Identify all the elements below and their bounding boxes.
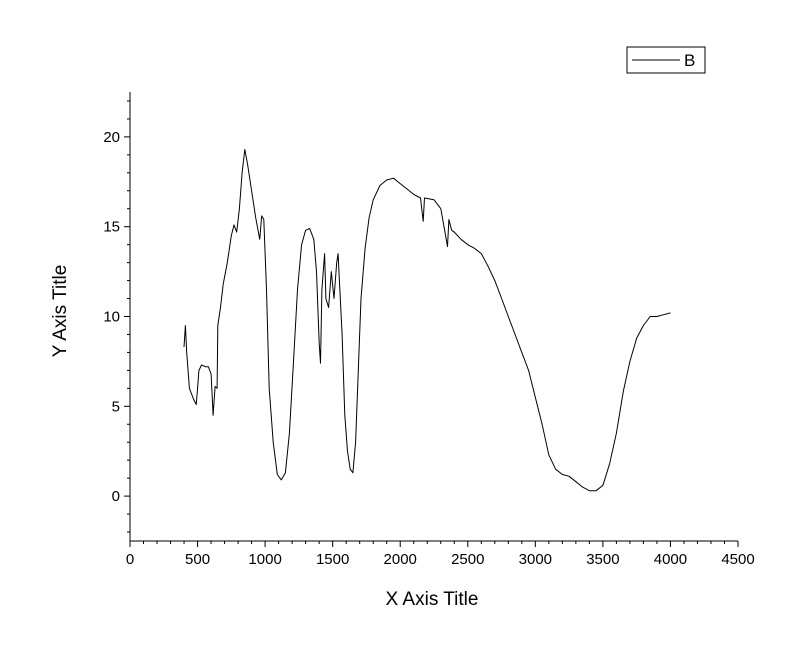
x-tick-label: 4500 — [721, 551, 754, 568]
x-tick-label: 500 — [185, 551, 210, 568]
y-tick-label: 15 — [103, 219, 120, 236]
y-tick-label: 0 — [112, 488, 120, 505]
axes — [129, 92, 738, 542]
y-tick-label: 20 — [103, 129, 120, 146]
y-axis-title: Y Axis Title — [50, 265, 71, 358]
series-line-b — [183, 149, 671, 492]
x-tick-label: 2000 — [384, 551, 417, 568]
x-axis-title: X Axis Title — [386, 589, 479, 610]
x-tick-label: 2500 — [451, 551, 484, 568]
ticks: 0 500 1000 1500 2000 2500 3000 3500 4000 4500 0 5 10… — [103, 100, 755, 568]
x-tick-label: 1500 — [316, 551, 349, 568]
y-tick-label: 5 — [112, 398, 120, 415]
x-tick-label: 4000 — [654, 551, 687, 568]
x-tick-label: 3500 — [586, 551, 619, 568]
x-tick-label: 0 — [126, 551, 134, 568]
y-tick-label: 10 — [103, 309, 120, 326]
x-tick-label: 1000 — [248, 551, 281, 568]
x-tick-label: 3000 — [519, 551, 552, 568]
legend: B — [626, 46, 706, 74]
legend-label-b: B — [684, 51, 695, 70]
series-layer — [183, 149, 671, 492]
